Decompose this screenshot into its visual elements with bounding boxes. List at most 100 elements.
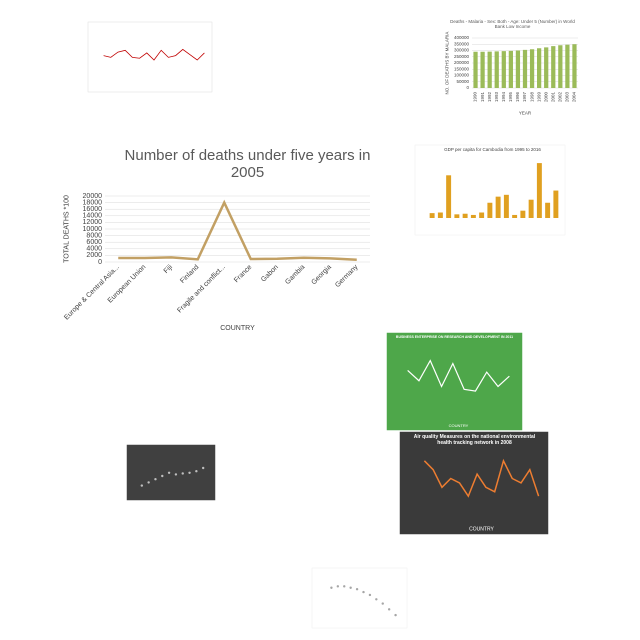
bar bbox=[522, 49, 528, 88]
bar bbox=[551, 46, 556, 88]
chart-title: GDP per capita for Cambodia from 1995 to… bbox=[444, 147, 541, 152]
point bbox=[161, 474, 164, 478]
bar bbox=[494, 51, 499, 88]
bar bbox=[508, 50, 513, 88]
x-tick-label: 1992 bbox=[487, 92, 492, 103]
y-tick-label: 250000 bbox=[454, 54, 470, 59]
x-tick-label: Finland bbox=[179, 264, 200, 285]
bar bbox=[544, 47, 549, 88]
x-tick-label: Gambia bbox=[284, 264, 306, 286]
x-tick-label: 1996 bbox=[515, 92, 520, 103]
y-tick-label: 12000 bbox=[83, 219, 103, 226]
y-tick-label: 100000 bbox=[454, 73, 470, 78]
x-tick-label: Georgia bbox=[310, 264, 333, 287]
point bbox=[343, 585, 346, 588]
chart-title: Number of deaths under five years in 200… bbox=[124, 147, 371, 182]
point bbox=[362, 590, 365, 594]
y-tick-label: 16000 bbox=[83, 206, 103, 213]
y-tick-label: 2000 bbox=[86, 252, 102, 259]
x-axis-label: COUNTRY bbox=[469, 526, 494, 532]
bar bbox=[480, 51, 485, 88]
bar bbox=[572, 44, 577, 88]
bar bbox=[520, 210, 526, 218]
point bbox=[167, 471, 171, 474]
bar bbox=[462, 213, 468, 218]
data-line bbox=[407, 359, 510, 392]
bar bbox=[473, 51, 478, 88]
x-tick-label: 2000 bbox=[543, 92, 548, 103]
point bbox=[330, 586, 333, 589]
x-axis-label: COUNTRY bbox=[449, 423, 469, 428]
x-tick-label: 2002 bbox=[558, 92, 563, 103]
y-tick-label: 4000 bbox=[86, 246, 102, 253]
y-tick-label: 50000 bbox=[456, 79, 469, 84]
point bbox=[394, 613, 397, 617]
bar bbox=[470, 214, 476, 218]
chart-title: Deaths - Malaria - Sex: Both - Age: Unde… bbox=[450, 19, 575, 30]
x-tick-label: Fragile and conflict... bbox=[176, 264, 227, 315]
chart-title: BUSINESS ENTERPRISE ON RESEARCH AND DEVE… bbox=[395, 335, 514, 339]
point bbox=[140, 484, 144, 487]
x-axis-label: YEAR bbox=[519, 111, 532, 116]
point bbox=[181, 472, 184, 475]
x-tick-label: Gabon bbox=[260, 264, 280, 284]
y-tick-label: 150000 bbox=[454, 66, 470, 71]
point bbox=[154, 478, 157, 481]
thumbnail-frame bbox=[434, 17, 581, 119]
point bbox=[387, 608, 391, 611]
y-axis-label: NO. OF DEATHS BY MALARIA bbox=[444, 32, 449, 95]
data-line bbox=[423, 458, 540, 498]
point bbox=[355, 588, 359, 591]
data-line bbox=[103, 48, 205, 61]
bar bbox=[429, 213, 435, 218]
bar bbox=[515, 50, 521, 88]
x-tick-label: 1990 bbox=[473, 92, 478, 103]
x-tick-label: 1993 bbox=[494, 92, 499, 103]
bar bbox=[437, 212, 443, 218]
thumbnail-frame bbox=[126, 444, 216, 501]
bar bbox=[536, 163, 542, 218]
y-axis-label: VALUE OF AIR QUALITY bbox=[390, 450, 396, 507]
thumbnail-frame bbox=[311, 567, 408, 629]
x-tick-label: France bbox=[233, 264, 253, 284]
bar bbox=[553, 190, 559, 218]
thumbnail-frame bbox=[414, 144, 566, 236]
point bbox=[188, 471, 191, 474]
chart-title: Air quality Measures on the national env… bbox=[413, 434, 536, 446]
x-tick-label: 1997 bbox=[522, 92, 527, 103]
y-tick-label: 0 bbox=[466, 85, 469, 90]
y-tick-label: 14000 bbox=[83, 213, 103, 220]
x-tick-label: 1991 bbox=[480, 92, 485, 103]
y-tick-label: 18000 bbox=[83, 199, 103, 206]
point bbox=[368, 593, 372, 597]
point bbox=[381, 602, 384, 605]
point bbox=[195, 470, 198, 473]
data-line bbox=[118, 199, 357, 261]
x-tick-label: 1998 bbox=[529, 92, 534, 103]
bar bbox=[529, 49, 535, 88]
bar bbox=[512, 214, 518, 218]
y-tick-label: 350000 bbox=[454, 41, 470, 46]
bar bbox=[454, 214, 460, 218]
y-tick-label: 10000 bbox=[83, 226, 103, 233]
bar bbox=[487, 202, 493, 218]
thumbnail-frame bbox=[386, 332, 523, 431]
bar bbox=[565, 44, 570, 88]
bar bbox=[501, 51, 506, 88]
x-tick-label: 1995 bbox=[508, 92, 513, 103]
bar bbox=[528, 199, 534, 218]
x-tick-label: 2001 bbox=[550, 92, 555, 103]
point bbox=[349, 586, 352, 589]
point bbox=[174, 473, 178, 476]
bar bbox=[558, 45, 563, 88]
bar bbox=[537, 48, 542, 88]
x-tick-label: 2004 bbox=[572, 92, 577, 103]
bar bbox=[503, 194, 509, 218]
point bbox=[147, 481, 150, 484]
x-tick-label: 2003 bbox=[565, 92, 570, 103]
point bbox=[201, 466, 205, 470]
y-tick-label: 200000 bbox=[454, 60, 470, 65]
bar bbox=[479, 212, 485, 218]
y-tick-label: 400000 bbox=[454, 35, 470, 40]
